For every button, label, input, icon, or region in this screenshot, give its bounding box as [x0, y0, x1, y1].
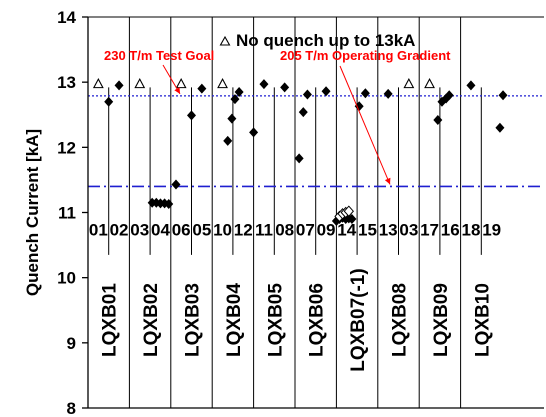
reference-line-annotation: 230 T/m Test Goal: [104, 48, 214, 63]
magnet-label: 12: [234, 220, 253, 239]
data-point-diamond: [294, 153, 304, 164]
magnet-label: 10: [213, 220, 232, 239]
data-point-diamond: [433, 114, 443, 125]
data-point-diamond: [383, 88, 393, 99]
magnet-label: 11: [255, 220, 273, 239]
module-label: LQXB03: [183, 283, 204, 357]
annotation-arrow-head: [174, 87, 180, 94]
data-point-diamond: [444, 90, 454, 101]
data-point-diamond: [347, 214, 357, 225]
module-label: LQXB10: [472, 283, 493, 357]
data-point-diamond: [234, 86, 244, 97]
legend-triangle-icon: [219, 35, 231, 46]
data-point-diamond: [249, 127, 259, 138]
legend-text: No quench up to 13kA: [236, 31, 415, 50]
data-point-diamond: [104, 96, 114, 107]
magnet-label: 06: [172, 220, 191, 239]
module-label: LQXB07(-1): [348, 268, 369, 371]
data-point-diamond: [360, 88, 370, 99]
data-point-diamond: [302, 89, 312, 100]
annotation-arrow-line: [339, 65, 391, 185]
data-point-triangle: [217, 77, 228, 89]
data-point-diamond: [223, 135, 233, 146]
magnet-label: 09: [317, 220, 336, 239]
y-tick-label: 11: [58, 204, 76, 223]
data-point-diamond: [114, 80, 124, 91]
data-point-diamond: [280, 82, 290, 93]
module-label: LQXB02: [141, 283, 162, 357]
data-point-diamond: [495, 122, 505, 133]
data-point-diamond: [259, 79, 269, 90]
data-point-triangle: [403, 77, 415, 89]
module-label: LQXB01: [100, 283, 121, 357]
magnet-label: 19: [482, 220, 501, 239]
annotation-arrow-head: [384, 177, 391, 185]
magnet-label: 03: [399, 220, 418, 239]
magnet-label: 13: [379, 220, 398, 239]
y-axis-label: Quench Current [kA]: [23, 129, 42, 296]
module-label: LQXB04: [224, 283, 245, 357]
y-tick-label: 10: [57, 269, 76, 288]
y-tick-label: 13: [57, 73, 76, 92]
module-label: LQXB09: [431, 283, 452, 357]
y-tick-label: 9: [67, 334, 76, 353]
magnet-label: 15: [358, 220, 377, 239]
data-point-diamond: [298, 107, 308, 118]
magnet-label: 16: [441, 220, 460, 239]
data-point-diamond: [354, 101, 364, 112]
module-label: LQXB06: [307, 283, 328, 357]
data-point-diamond: [171, 179, 181, 190]
data-point-open-diamond: [343, 205, 354, 217]
module-label: LQXB05: [265, 283, 286, 357]
magnet-label: 07: [296, 220, 315, 239]
magnet-label: 17: [420, 220, 439, 239]
magnet-label: 02: [110, 220, 129, 239]
magnet-label: 01: [89, 220, 108, 239]
magnet-label: 18: [461, 220, 480, 239]
magnet-label: 08: [275, 220, 294, 239]
data-point-diamond: [197, 83, 207, 94]
y-tick-label: 12: [57, 138, 76, 157]
y-tick-label: 14: [57, 8, 76, 27]
reference-line-annotation: 205 T/m Operating Gradient: [280, 48, 451, 63]
module-label: LQXB08: [390, 283, 411, 357]
magnet-label: 14: [337, 220, 356, 239]
data-point-triangle: [175, 77, 187, 89]
data-point-triangle: [134, 77, 146, 89]
data-point-diamond: [187, 110, 196, 121]
magnet-label: 05: [192, 220, 211, 239]
data-point-diamond: [227, 113, 237, 124]
y-tick-label: 8: [67, 399, 76, 417]
data-point-diamond: [230, 94, 240, 105]
data-point-diamond: [164, 199, 174, 210]
data-point-triangle: [424, 77, 435, 89]
data-point-diamond: [466, 80, 476, 91]
data-point-triangle: [92, 77, 104, 89]
data-point-diamond: [321, 86, 331, 97]
magnet-label: 04: [151, 220, 170, 239]
data-point-diamond: [498, 90, 508, 101]
magnet-label: 03: [130, 220, 149, 239]
